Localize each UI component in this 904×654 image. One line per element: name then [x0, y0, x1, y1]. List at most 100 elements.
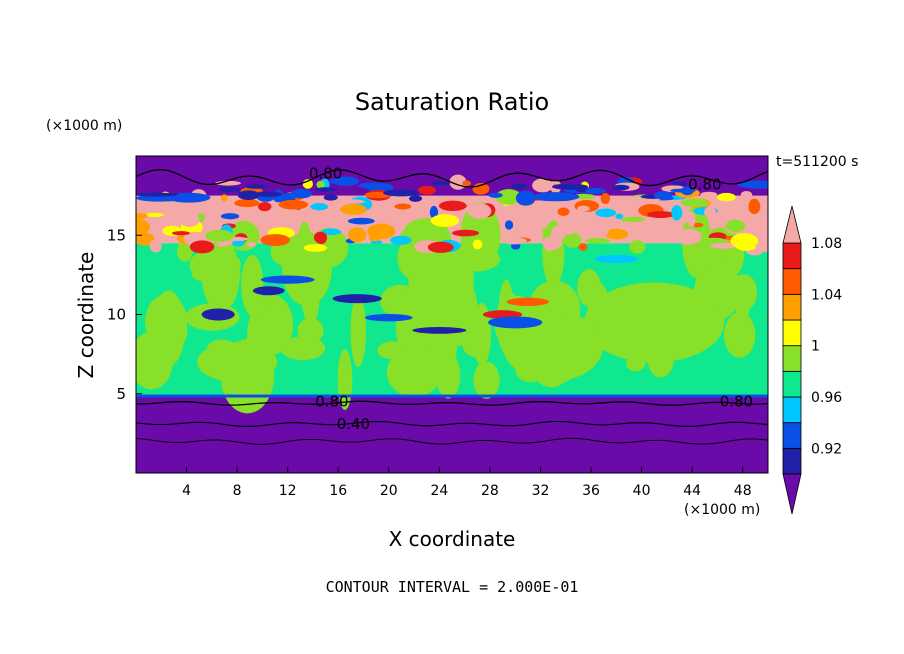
x-tick-label: 28: [481, 483, 499, 499]
x-tick-label: 40: [633, 483, 651, 499]
texture-cloud: [136, 212, 148, 220]
texture-patch: [506, 297, 550, 307]
texture-plume: [398, 289, 451, 312]
texture-plume: [386, 347, 442, 398]
texture-plume: [350, 295, 367, 368]
chart-title: Saturation Ratio: [354, 88, 550, 116]
texture-patch: [332, 294, 382, 304]
contour-line-0.80-lower: [136, 400, 768, 406]
texture-plume: [473, 361, 500, 399]
texture-cloud: [600, 192, 611, 204]
texture-dry: [237, 190, 260, 200]
texture-plume: [301, 266, 320, 326]
texture-cloud: [171, 203, 201, 213]
texture-plume: [503, 311, 604, 382]
texture-dry: [333, 176, 360, 186]
texture-cloud: [340, 203, 367, 215]
texture-cloud: [748, 198, 761, 215]
texture-dry: [511, 183, 528, 190]
texture-plume: [176, 241, 193, 262]
contour-label: 0.40: [337, 415, 370, 433]
y-tick-label: 15: [107, 226, 126, 244]
texture-patch: [201, 308, 235, 321]
texture-cloud: [221, 194, 228, 202]
contour-label: 0.80: [720, 393, 753, 411]
texture-dry: [245, 184, 267, 189]
texture-dry: [136, 192, 179, 197]
texture-patch: [488, 316, 543, 329]
texture-cloud: [438, 200, 467, 212]
texture-cloud: [394, 203, 412, 210]
colorbar-extend-min: [782, 473, 802, 515]
x-tick-label: 12: [279, 483, 297, 499]
texture-dry: [488, 192, 503, 198]
texture-cloud: [585, 221, 603, 238]
texture-cloud: [620, 216, 646, 222]
texture-plume: [201, 238, 240, 313]
x-tick-label: 36: [582, 483, 600, 499]
texture-cloud: [149, 239, 162, 253]
texture-patch: [594, 254, 639, 264]
texture-dry: [654, 191, 673, 200]
texture-dry: [314, 187, 338, 192]
texture-dry: [612, 184, 630, 191]
texture-cloud: [472, 239, 483, 250]
texture-cloud: [615, 213, 624, 219]
colorbar-segment: [782, 422, 802, 449]
texture-cloud: [629, 240, 646, 254]
colorbar-segment: [782, 447, 802, 475]
texture-cloud: [136, 219, 151, 235]
texture-dry: [670, 188, 696, 193]
time-label: t=511200 s: [776, 154, 859, 170]
texture-cloud: [745, 226, 768, 234]
texture-cloud: [347, 217, 375, 225]
texture-cloud: [390, 235, 412, 245]
texture-plume: [241, 254, 264, 316]
texture-cloud: [427, 241, 454, 253]
y-axis-ticks: 5 10 15: [107, 226, 142, 403]
x-tick-label: 8: [233, 483, 242, 499]
texture-cloud: [704, 206, 717, 218]
texture-plume: [297, 318, 324, 344]
texture-cloud: [189, 240, 215, 254]
texture-cloud: [316, 180, 325, 189]
texture-cloud: [662, 226, 677, 233]
texture-cloud: [725, 219, 746, 233]
texture-plume: [730, 274, 758, 311]
x-tick-label: 32: [532, 483, 550, 499]
texture-cloud: [595, 208, 617, 218]
texture-cloud: [234, 199, 260, 208]
texture-dry: [408, 195, 423, 202]
texture-cloud: [675, 228, 702, 245]
texture-cloud: [557, 207, 570, 216]
texture-dry: [323, 194, 338, 201]
texture-patch: [412, 326, 467, 334]
y-tick-label: 5: [116, 385, 126, 403]
texture-cloud: [585, 237, 611, 244]
texture-cloud: [452, 229, 480, 237]
contour-label: 0.80: [315, 393, 348, 411]
contour-label: 0.80: [688, 176, 721, 194]
texture-patch: [252, 286, 285, 296]
texture-cloud: [552, 224, 578, 236]
texture-cloud: [246, 241, 257, 248]
contour-line-0.80-upper: [136, 169, 768, 188]
contour-lines: 0.80 0.80 0.80 0.80 0.40: [136, 164, 768, 445]
texture-cloud: [646, 211, 675, 219]
contour-interval-note: CONTOUR INTERVAL = 2.000E-01: [325, 578, 579, 596]
texture-dry: [431, 181, 451, 186]
colorbar-segment: [782, 319, 802, 347]
colorbar-segment: [782, 242, 802, 270]
texture-plume: [197, 342, 278, 383]
texture-plume: [298, 221, 311, 260]
texture-dry: [358, 182, 386, 189]
texture-dry: [551, 183, 589, 190]
texture-cloud: [712, 215, 729, 221]
texture-cloud: [369, 234, 382, 242]
texture-plume: [427, 322, 458, 370]
texture-plume: [461, 326, 489, 357]
texture-cloud: [429, 205, 439, 219]
colorbar-tick-label: 0.92: [811, 441, 842, 457]
texture-cloud: [752, 212, 768, 227]
contour-line-0.20: [136, 437, 768, 445]
